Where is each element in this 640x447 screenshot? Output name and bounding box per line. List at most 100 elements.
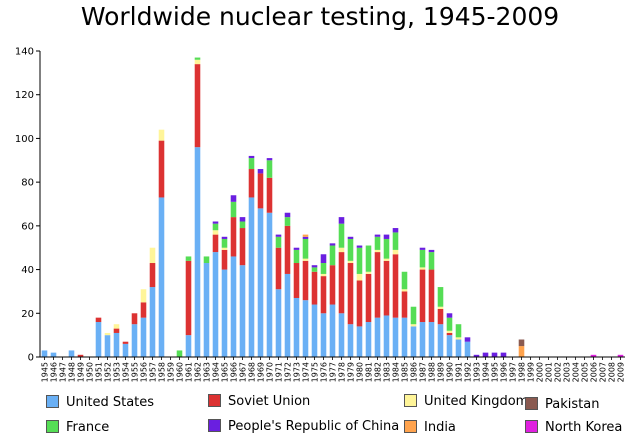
bar-segment bbox=[230, 195, 237, 202]
x-tick-label: 2003 bbox=[563, 362, 572, 382]
bar-segment bbox=[446, 332, 453, 336]
bar-segment bbox=[500, 352, 507, 357]
bar-segment bbox=[446, 313, 453, 318]
x-tick-label: 1960 bbox=[176, 362, 185, 382]
bar-segment bbox=[401, 289, 408, 292]
x-tick-label: 1979 bbox=[347, 362, 356, 382]
x-tick-label: 1953 bbox=[113, 362, 122, 382]
bar-segment bbox=[437, 306, 444, 309]
y-tick-label: 40 bbox=[21, 265, 34, 276]
bar-segment bbox=[266, 177, 273, 213]
bar-segment bbox=[230, 256, 237, 357]
bar-segment bbox=[464, 337, 471, 342]
bar-segment bbox=[266, 160, 273, 178]
bar-segment bbox=[356, 280, 363, 327]
bar-segment bbox=[410, 324, 417, 327]
x-tick-label: 1978 bbox=[338, 362, 347, 382]
bar-segment bbox=[410, 306, 417, 325]
bar-segment bbox=[194, 57, 201, 60]
bar-segment bbox=[374, 252, 381, 318]
bar-segment bbox=[248, 155, 255, 159]
bar-segment bbox=[383, 258, 390, 261]
bar-segment bbox=[464, 341, 471, 357]
bar-segment bbox=[185, 256, 192, 261]
x-tick-label: 1995 bbox=[491, 362, 500, 382]
x-tick-label: 1954 bbox=[122, 362, 131, 382]
x-tick-label: 1988 bbox=[428, 362, 437, 382]
bar-segment bbox=[185, 260, 192, 336]
x-tick-label: 1983 bbox=[383, 362, 392, 382]
x-tick-label: 2008 bbox=[608, 362, 617, 382]
bar-segment bbox=[293, 247, 300, 250]
x-tick-label: 1998 bbox=[518, 362, 527, 382]
bar-segment bbox=[347, 236, 354, 239]
bar-segment bbox=[491, 352, 498, 357]
bars-group bbox=[41, 57, 624, 357]
bar-segment bbox=[257, 173, 264, 209]
bar-segment bbox=[293, 263, 300, 298]
y-tick-label: 120 bbox=[15, 90, 34, 101]
legend-swatch bbox=[46, 395, 59, 408]
x-tick-label: 1951 bbox=[95, 362, 104, 382]
bar-segment bbox=[104, 335, 111, 357]
x-tick-label: 1990 bbox=[446, 362, 455, 382]
x-tick-label: 2004 bbox=[572, 362, 581, 382]
bar-segment bbox=[104, 332, 111, 336]
bar-segment bbox=[275, 247, 282, 290]
bar-segment bbox=[446, 335, 453, 357]
bar-segment bbox=[338, 313, 345, 357]
bar-segment bbox=[230, 201, 237, 218]
legend-label: North Korea bbox=[545, 420, 623, 435]
x-tick-label: 1984 bbox=[392, 362, 401, 382]
bar-segment bbox=[338, 247, 345, 253]
bar-segment bbox=[140, 289, 147, 303]
bar-segment bbox=[212, 223, 219, 231]
bar-segment bbox=[383, 260, 390, 316]
bar-segment bbox=[320, 273, 327, 277]
bar-segment bbox=[239, 265, 246, 357]
bar-segment bbox=[311, 271, 318, 305]
x-tick-label: 1952 bbox=[104, 362, 113, 382]
x-tick-label: 1959 bbox=[167, 362, 176, 382]
bar-segment bbox=[419, 267, 426, 270]
bar-segment bbox=[590, 354, 597, 357]
bar-segment bbox=[302, 234, 309, 237]
bar-segment bbox=[203, 263, 210, 357]
bar-segment bbox=[212, 221, 219, 224]
bar-segment bbox=[266, 158, 273, 161]
bar-segment bbox=[365, 322, 372, 357]
bar-segment bbox=[401, 271, 408, 290]
x-tick-label: 1999 bbox=[527, 362, 536, 382]
bar-segment bbox=[194, 147, 201, 357]
x-tick-label: 1961 bbox=[185, 362, 194, 382]
bar-segment bbox=[221, 247, 228, 250]
bar-segment bbox=[158, 197, 165, 357]
bar-segment bbox=[212, 234, 219, 253]
x-tick-label: 2009 bbox=[617, 362, 626, 382]
bar-segment bbox=[176, 350, 183, 357]
x-tick-label: 1996 bbox=[500, 362, 509, 382]
bar-segment bbox=[455, 339, 462, 357]
bar-segment bbox=[131, 324, 138, 357]
bar-segment bbox=[95, 322, 102, 357]
bar-segment bbox=[419, 269, 426, 323]
bar-segment bbox=[320, 254, 327, 264]
bar-segment bbox=[284, 273, 291, 357]
bar-segment bbox=[392, 249, 399, 255]
x-tick-label: 1985 bbox=[401, 362, 410, 382]
legend-swatch bbox=[404, 420, 417, 433]
bar-segment bbox=[392, 228, 399, 233]
bar-segment bbox=[347, 260, 354, 264]
bar-segment bbox=[356, 247, 363, 274]
bar-segment bbox=[131, 313, 138, 325]
bar-segment bbox=[401, 317, 408, 357]
x-tick-label: 1958 bbox=[158, 362, 167, 382]
bar-segment bbox=[383, 315, 390, 357]
bar-segment bbox=[113, 328, 120, 333]
bar-segment bbox=[95, 317, 102, 323]
bar-segment bbox=[293, 297, 300, 357]
legend-swatch bbox=[525, 420, 538, 433]
bar-segment bbox=[446, 330, 453, 333]
bar-segment bbox=[275, 289, 282, 357]
